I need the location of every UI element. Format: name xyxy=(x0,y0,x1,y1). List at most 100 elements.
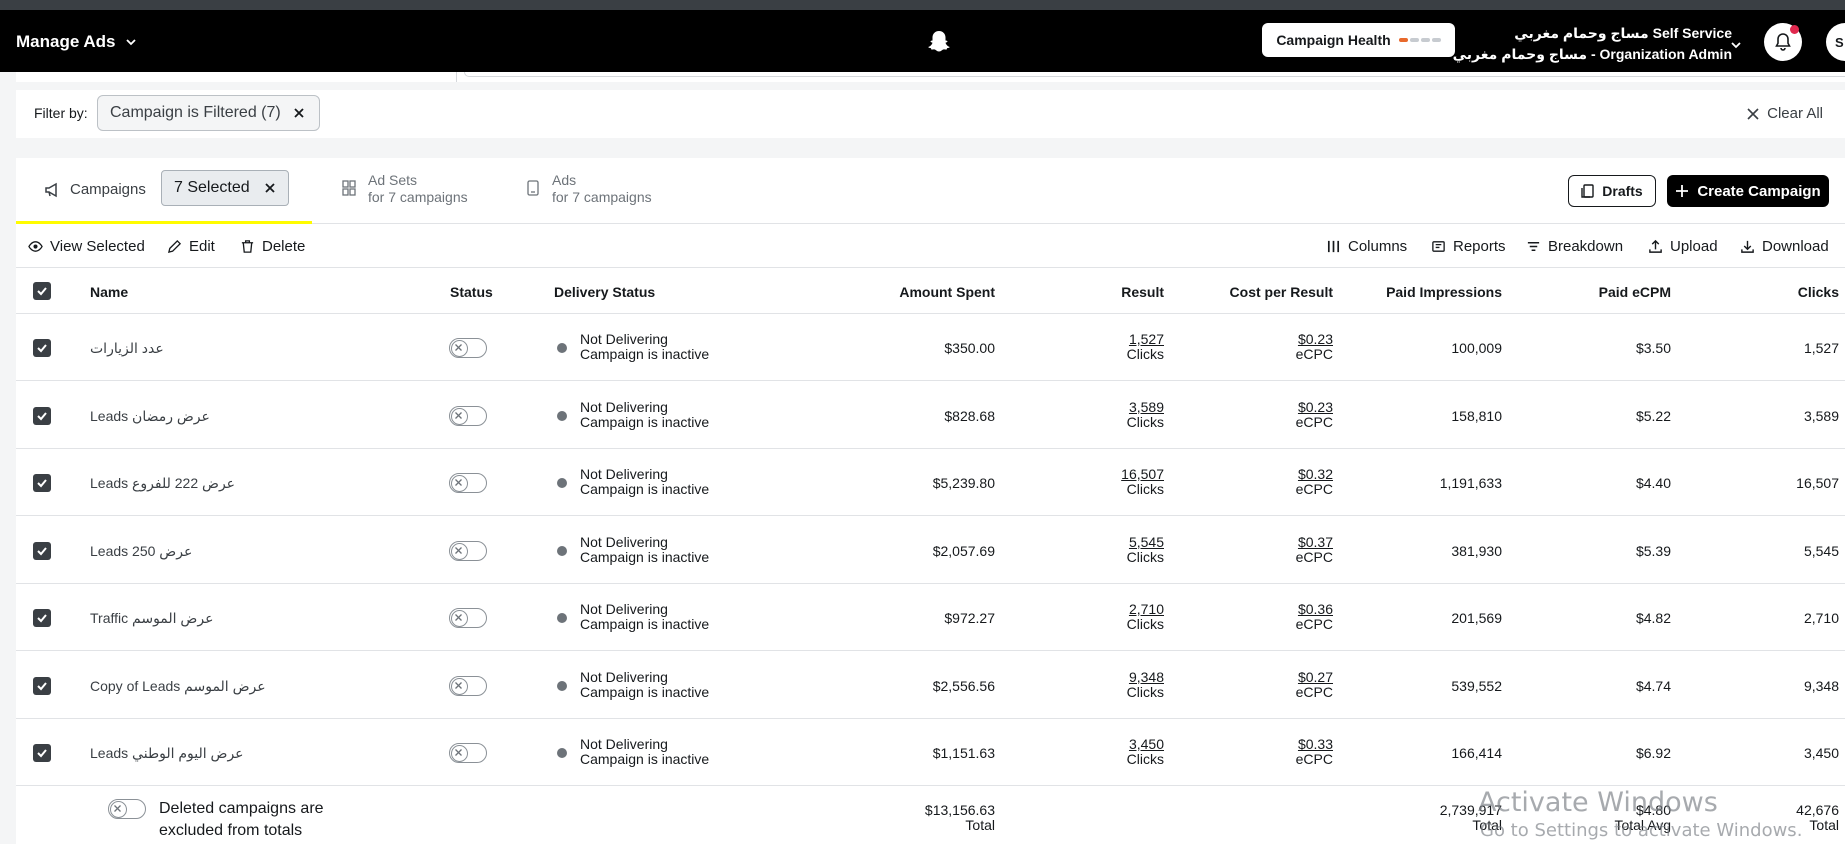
cost-per-result-value[interactable]: $0.37 xyxy=(1297,533,1333,550)
upload-button[interactable]: Upload xyxy=(1648,238,1718,255)
tab-ads[interactable]: Ads for 7 campaigns xyxy=(526,172,652,206)
row-checkbox[interactable] xyxy=(33,541,51,560)
column-header-status[interactable]: Status xyxy=(450,284,493,300)
table-row[interactable]: Leads عرض 222 للفروع Not Delivering Campai… xyxy=(16,449,1845,516)
result-value[interactable]: 3,589 xyxy=(1128,398,1164,415)
total-clicks-value: 42,676 xyxy=(1796,802,1839,818)
campaign-name[interactable]: Traffic عرض الموسم xyxy=(90,610,214,626)
view-selected-button[interactable]: View Selected xyxy=(28,238,145,255)
result-cell[interactable]: 2,710 Clicks xyxy=(1127,602,1164,632)
result-value[interactable]: 16,507 xyxy=(1121,466,1164,482)
result-value[interactable]: 1,527 xyxy=(1128,331,1164,347)
breakdown-button[interactable]: Breakdown xyxy=(1526,238,1623,255)
result-value[interactable]: 5,545 xyxy=(1128,533,1164,550)
campaign-status-toggle[interactable] xyxy=(449,540,487,561)
column-header-clicks[interactable]: Clicks xyxy=(1797,284,1839,300)
result-cell[interactable]: 9,348 Clicks xyxy=(1127,668,1164,700)
result-cell[interactable]: 3,450 Clicks xyxy=(1127,737,1164,767)
campaign-status-toggle[interactable] xyxy=(449,743,487,763)
cost-per-result-cell[interactable]: $0.23 eCPC xyxy=(1296,332,1333,362)
result-value[interactable]: 2,710 xyxy=(1128,601,1164,617)
chevron-down-icon[interactable] xyxy=(1729,38,1743,52)
delete-button[interactable]: Delete xyxy=(240,238,305,255)
check-icon xyxy=(37,681,47,690)
cost-per-result-value[interactable]: $0.23 xyxy=(1297,398,1333,415)
delivery-status-primary: Not Delivering xyxy=(580,668,668,685)
cost-per-result-value[interactable]: $0.33 xyxy=(1297,736,1333,752)
snapchat-ghost-icon[interactable] xyxy=(926,29,952,55)
close-icon[interactable] xyxy=(264,182,276,194)
cost-per-result-cell[interactable]: $0.32 eCPC xyxy=(1296,467,1333,497)
result-cell[interactable]: 5,545 Clicks xyxy=(1127,533,1164,565)
include-deleted-toggle[interactable] xyxy=(108,799,146,819)
column-header-paid-impressions[interactable]: Paid Impressions xyxy=(1386,284,1502,300)
clear-all-button[interactable]: Clear All xyxy=(1747,105,1823,122)
table-row[interactable]: Traffic عرض الموسم Not Delivering Campaign… xyxy=(16,584,1845,651)
table-row[interactable]: Copy of Leads عرض الموسم Not Delivering Ca… xyxy=(16,652,1845,719)
table-row[interactable]: Leads عرض اليوم الوطني Not Delivering Camp… xyxy=(16,719,1845,786)
organization-switcher[interactable]: مساج وحمام مغربي Self Service مساج وحمام… xyxy=(1453,23,1732,65)
table-row[interactable]: Leads 250 عرض Not Delivering Campaign is i… xyxy=(16,517,1845,584)
delivery-status-secondary: Campaign is inactive xyxy=(580,683,710,700)
reports-button[interactable]: Reports xyxy=(1431,238,1506,255)
campaign-filter-chip[interactable]: Campaign is Filtered (7) xyxy=(97,95,320,131)
cost-per-result-value[interactable]: $0.32 xyxy=(1297,466,1333,482)
tab-ad-sets[interactable]: Ad Sets for 7 campaigns xyxy=(342,172,468,206)
columns-button[interactable]: Columns xyxy=(1326,238,1407,255)
select-all-checkbox[interactable] xyxy=(33,282,51,300)
delivery-status-dot xyxy=(557,680,567,691)
column-header-amount-spent[interactable]: Amount Spent xyxy=(899,284,995,300)
campaign-status-toggle[interactable] xyxy=(449,608,487,628)
drafts-button[interactable]: Drafts xyxy=(1568,175,1656,207)
cost-per-result-cell[interactable]: $0.27 eCPC xyxy=(1296,668,1333,700)
result-value[interactable]: 9,348 xyxy=(1128,668,1164,685)
table-row[interactable]: عدد الزيارات Not Delivering Campaign is in… xyxy=(16,314,1845,381)
table-row[interactable]: Leads عرض رمضان Not Delivering Campaign is… xyxy=(16,382,1845,449)
result-cell[interactable]: 3,589 Clicks xyxy=(1127,398,1164,430)
row-checkbox[interactable] xyxy=(33,676,51,695)
row-checkbox[interactable] xyxy=(33,744,51,762)
amount-spent: $5,239.80 xyxy=(932,475,995,491)
campaign-status-toggle[interactable] xyxy=(449,405,487,426)
close-icon[interactable] xyxy=(293,107,305,119)
campaign-name[interactable]: Copy of Leads عرض الموسم xyxy=(90,677,266,694)
column-header-cost-per-result[interactable]: Cost per Result xyxy=(1229,284,1333,300)
create-campaign-button[interactable]: Create Campaign xyxy=(1667,175,1829,207)
delete-label: Delete xyxy=(262,238,306,255)
cost-per-result-value[interactable]: $0.23 xyxy=(1297,331,1333,347)
campaign-name[interactable]: Leads عرض 222 للفروع xyxy=(90,475,236,491)
campaign-name[interactable]: عدد الزيارات xyxy=(90,340,164,356)
tab-campaigns-label: Campaigns xyxy=(70,181,146,198)
column-header-paid-ecpm[interactable]: Paid eCPM xyxy=(1598,284,1671,300)
cost-per-result-cell[interactable]: $0.37 eCPC xyxy=(1296,533,1333,565)
result-cell[interactable]: 16,507 Clicks xyxy=(1121,467,1164,497)
row-checkbox[interactable] xyxy=(33,406,51,425)
campaign-status-toggle[interactable] xyxy=(449,473,487,493)
tab-campaigns[interactable]: Campaigns 7 Selected xyxy=(16,158,312,224)
cost-per-result-value[interactable]: $0.27 xyxy=(1297,668,1333,685)
cost-per-result-cell[interactable]: $0.23 eCPC xyxy=(1296,398,1333,430)
cost-per-result-cell[interactable]: $0.36 eCPC xyxy=(1296,602,1333,632)
row-checkbox[interactable] xyxy=(33,609,51,627)
campaign-name[interactable]: Leads 250 عرض xyxy=(90,542,193,559)
download-button[interactable]: Download xyxy=(1740,238,1829,255)
campaign-status-toggle[interactable] xyxy=(449,338,487,358)
cost-per-result-cell[interactable]: $0.33 eCPC xyxy=(1296,737,1333,767)
edit-button[interactable]: Edit xyxy=(167,238,215,255)
manage-ads-menu[interactable]: Manage Ads xyxy=(16,32,138,52)
campaign-name[interactable]: Leads عرض اليوم الوطني xyxy=(90,745,244,761)
campaign-health-button[interactable]: Campaign Health xyxy=(1262,23,1455,57)
campaign-name[interactable]: Leads عرض رمضان xyxy=(90,407,210,424)
campaign-status-toggle[interactable] xyxy=(449,675,487,696)
result-cell[interactable]: 1,527 Clicks xyxy=(1127,332,1164,362)
column-header-result[interactable]: Result xyxy=(1121,284,1164,300)
column-header-name[interactable]: Name xyxy=(90,284,129,300)
avatar[interactable]: S xyxy=(1826,23,1845,61)
cost-per-result-value[interactable]: $0.36 xyxy=(1297,601,1333,617)
selected-count-chip[interactable]: 7 Selected xyxy=(161,170,289,206)
column-header-delivery-status[interactable]: Delivery Status xyxy=(554,284,656,300)
notifications-button[interactable] xyxy=(1764,23,1802,61)
result-value[interactable]: 3,450 xyxy=(1128,736,1164,752)
row-checkbox[interactable] xyxy=(33,339,51,357)
row-checkbox[interactable] xyxy=(33,474,51,492)
